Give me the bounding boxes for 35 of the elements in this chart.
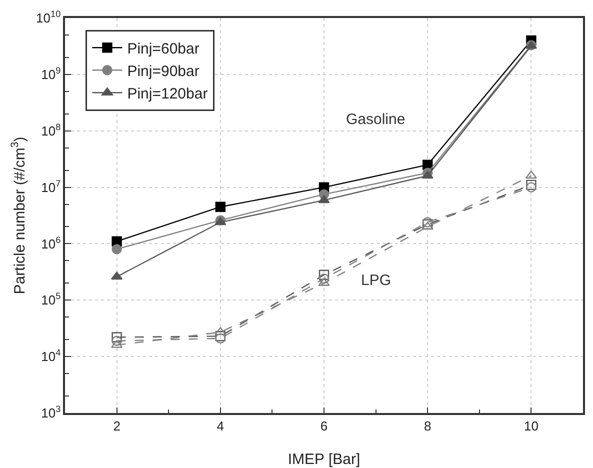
point: [214, 327, 226, 336]
point: [215, 202, 226, 212]
x-tick-label: 2: [113, 418, 120, 434]
y-tick-label: 10$^{3}$: [41, 404, 61, 421]
point: [526, 180, 536, 190]
legend-label: Pinj=120bar: [127, 85, 208, 102]
x-tick-label: 6: [320, 418, 328, 434]
point: [111, 340, 123, 348]
y-tick-label: 10$^{9}$: [41, 66, 61, 82]
point: [526, 182, 536, 192]
y-tick-label: 10$^{8}$: [41, 122, 61, 138]
y-tick-label: 10$^{7}$: [41, 178, 61, 195]
annotation: Gasoline: [346, 111, 406, 128]
point: [318, 274, 330, 284]
point: [422, 222, 434, 230]
point: [112, 336, 122, 346]
legend-label: Pinj=90bar: [127, 62, 200, 80]
x-tick-label: 10: [524, 418, 538, 434]
annotation: LPG: [361, 272, 392, 289]
point: [422, 170, 434, 179]
y-tick-label: 10$^{5}$: [41, 291, 61, 308]
y-tick-label: 10$^{10}$: [36, 9, 61, 26]
point: [111, 272, 123, 280]
y-tick-label: 10$^{4}$: [41, 348, 61, 364]
x-tick-label: 4: [216, 418, 224, 434]
legend-label: Pinj=60bar: [127, 40, 200, 58]
point: [318, 270, 330, 280]
x-axis-title: IMEP [Bar]: [288, 451, 360, 468]
point: [525, 170, 537, 179]
point: [318, 278, 330, 286]
y-tick-label: 10$^{6}$: [41, 234, 61, 252]
point: [318, 195, 330, 204]
x-tick-label: 8: [424, 418, 432, 434]
point: [112, 244, 122, 254]
point: [112, 332, 122, 342]
